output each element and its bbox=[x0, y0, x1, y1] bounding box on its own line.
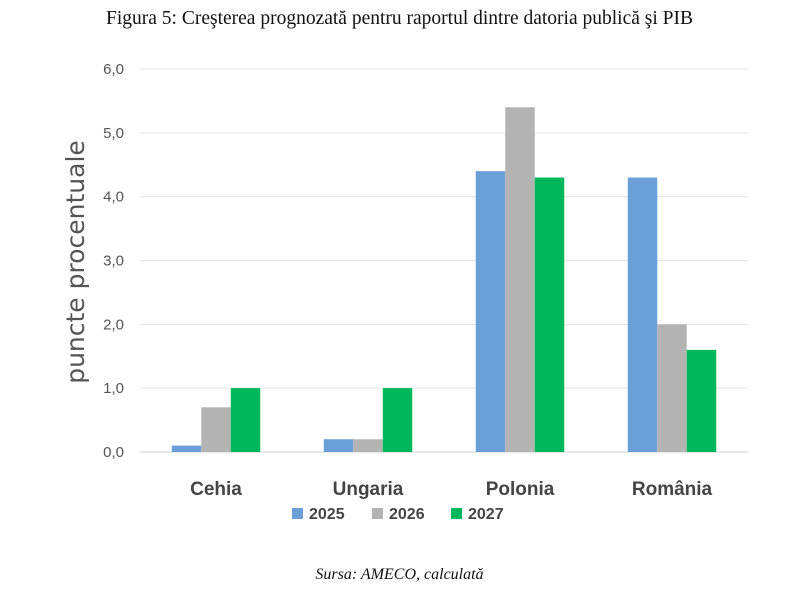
bars bbox=[171, 107, 717, 453]
bar-2025-cehia bbox=[171, 445, 202, 452]
category-label: Ungaria bbox=[333, 479, 404, 500]
y-tick-label: 1,0 bbox=[103, 380, 124, 397]
legend-swatch-2027 bbox=[451, 508, 462, 519]
y-tick-label: 5,0 bbox=[103, 125, 124, 142]
y-tick-labels: 0,0 1,0 2,0 3,0 4,0 5,0 6,0 bbox=[103, 61, 124, 461]
bar-2027-ungaria bbox=[382, 388, 413, 452]
bar-2026-cehia bbox=[201, 407, 231, 452]
y-tick-label: 0,0 bbox=[103, 444, 124, 461]
legend: 2025 2026 2027 bbox=[292, 506, 504, 523]
category-labels: Cehia Ungaria Polonia România bbox=[190, 479, 712, 500]
legend-swatch-2025 bbox=[292, 508, 303, 519]
bar-2027-polonia bbox=[534, 177, 565, 452]
bar-2026-polonia bbox=[505, 107, 535, 453]
category-label: România bbox=[632, 479, 713, 500]
category-label: Polonia bbox=[486, 479, 555, 500]
figure-source: Sursa: AMECO, calculată bbox=[315, 566, 484, 583]
category-label: Cehia bbox=[190, 479, 242, 500]
legend-label-2025: 2025 bbox=[309, 506, 345, 523]
bar-2025-polonia bbox=[475, 171, 506, 452]
legend-label-2026: 2026 bbox=[389, 506, 425, 523]
bar-2026-românia bbox=[657, 324, 687, 452]
y-tick-label: 6,0 bbox=[103, 61, 124, 78]
bar-2025-ungaria bbox=[323, 439, 354, 452]
y-tick-label: 4,0 bbox=[103, 189, 124, 206]
y-tick-label: 3,0 bbox=[103, 253, 124, 270]
y-axis-label: puncte procentuale bbox=[61, 140, 90, 384]
legend-label-2027: 2027 bbox=[468, 506, 504, 523]
bar-2027-românia bbox=[686, 349, 717, 452]
y-tick-label: 2,0 bbox=[103, 316, 124, 333]
figure-title: Figura 5: Creşterea prognozată pentru ra… bbox=[106, 8, 693, 29]
bar-2026-ungaria bbox=[353, 439, 383, 452]
bar-2025-românia bbox=[627, 177, 658, 452]
legend-swatch-2026 bbox=[372, 508, 383, 519]
bar-2027-cehia bbox=[230, 388, 261, 452]
